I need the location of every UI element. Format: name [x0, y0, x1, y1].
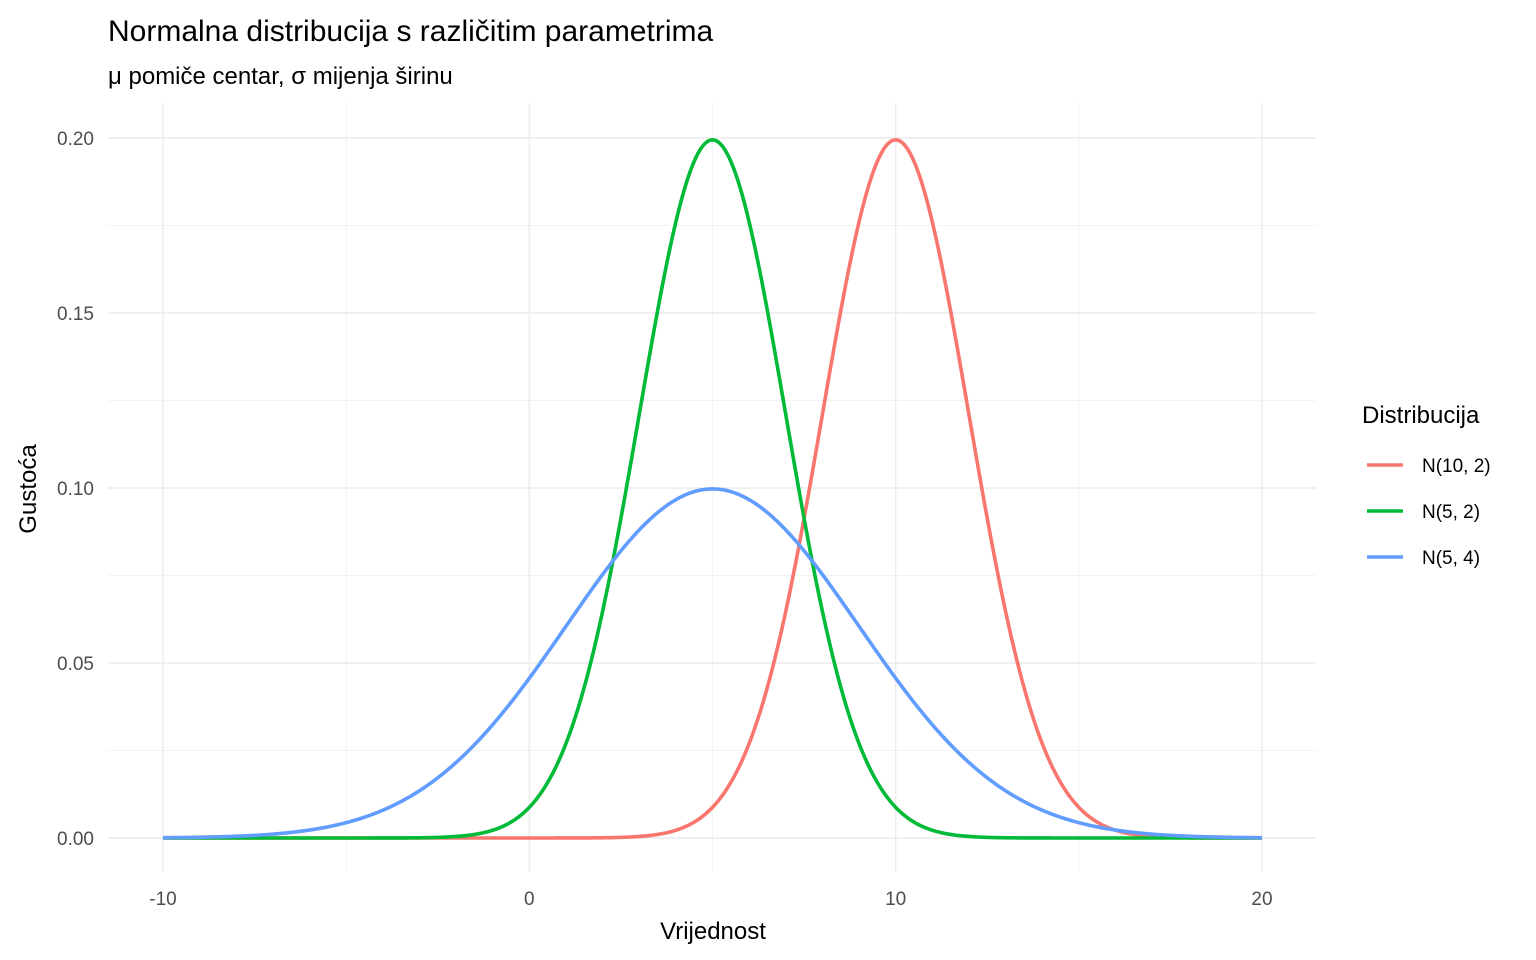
x-tick-label: 20 — [1251, 889, 1272, 910]
legend-label: N(10, 2) — [1422, 456, 1491, 477]
y-tick-label: 0.00 — [57, 829, 94, 850]
axis-ticks: -10 0 10 20 0.00 0.05 0.10 0.15 0.20 — [57, 129, 1273, 910]
y-tick-label: 0.15 — [57, 304, 94, 325]
legend: Distribucija N(10, 2) N(5, 2) N(5, 4) — [1362, 402, 1491, 569]
y-tick-label: 0.20 — [57, 129, 94, 150]
y-tick-label: 0.10 — [57, 479, 94, 500]
chart-title: Normalna distribucija s različitim param… — [108, 15, 713, 48]
legend-title: Distribucija — [1362, 402, 1480, 429]
chart-subtitle: μ pomiče centar, σ mijenja širinu — [108, 63, 453, 90]
x-tick-label: -10 — [149, 889, 176, 910]
x-axis-title: Vrijednost — [660, 918, 766, 945]
series-line-n-5-4 — [162, 487, 1263, 840]
legend-label: N(5, 4) — [1422, 548, 1480, 569]
curves — [162, 138, 1263, 840]
legend-label: N(5, 2) — [1422, 502, 1480, 523]
x-tick-label: 10 — [885, 889, 906, 910]
series-line-n-5-2 — [163, 138, 1262, 840]
y-axis-title: Gustoća — [15, 444, 42, 534]
x-tick-label: 0 — [524, 889, 535, 910]
y-tick-label: 0.05 — [57, 654, 94, 675]
